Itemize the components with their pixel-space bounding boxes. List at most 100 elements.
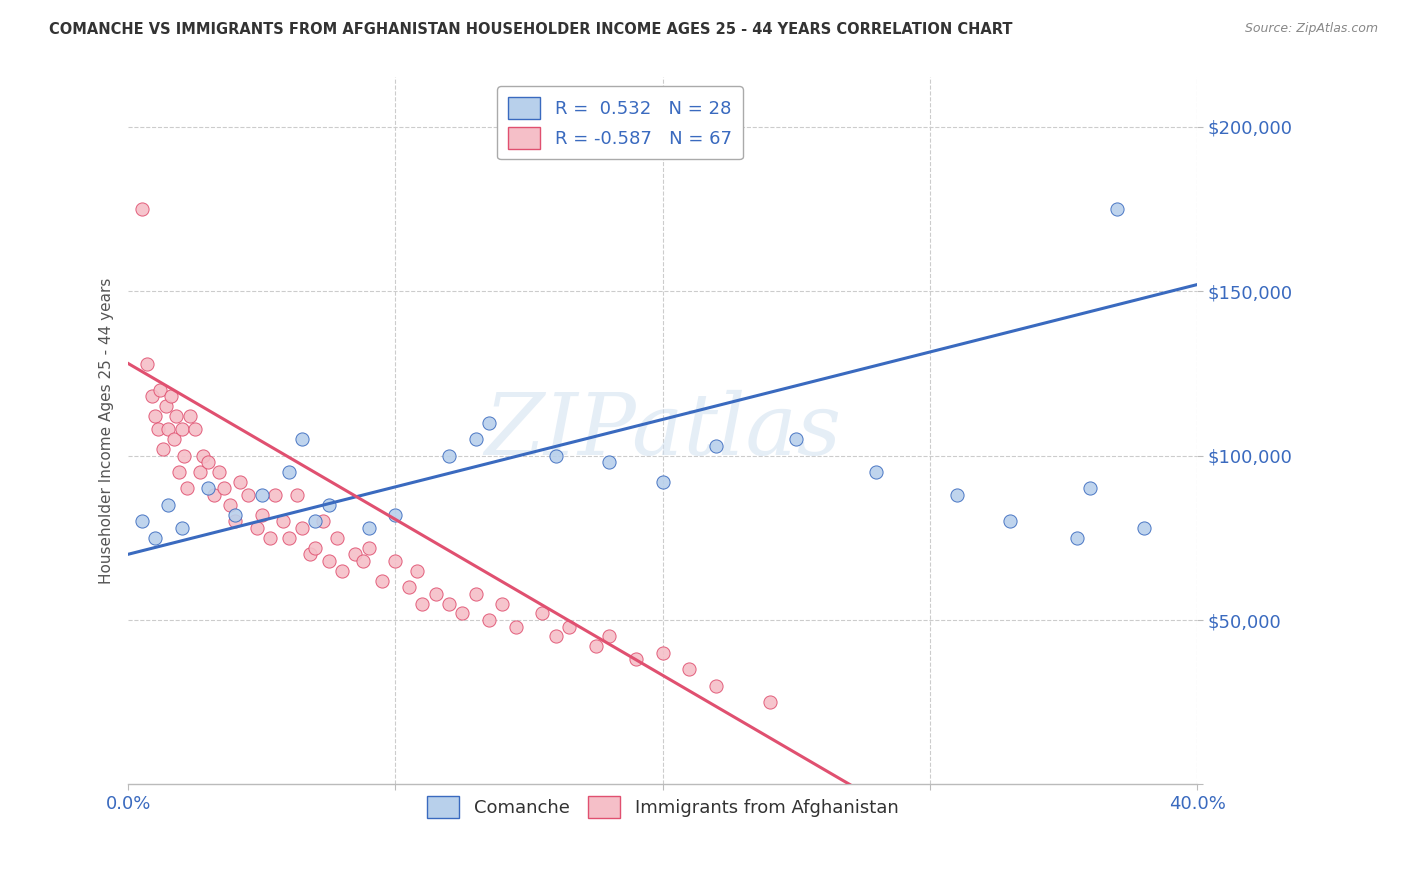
Point: [155, 399, 177, 413]
Point: [277, 465, 299, 479]
Point: [704, 679, 727, 693]
Point: [478, 613, 501, 627]
Point: [384, 554, 406, 568]
Point: [176, 482, 198, 496]
Point: [136, 357, 159, 371]
Point: [478, 416, 501, 430]
Point: [173, 449, 195, 463]
Point: [250, 488, 273, 502]
Point: [312, 514, 335, 528]
Point: [357, 541, 380, 555]
Point: [651, 646, 673, 660]
Point: [531, 607, 554, 621]
Point: [357, 521, 380, 535]
Point: [224, 508, 246, 522]
Point: [238, 488, 260, 502]
Point: [398, 580, 420, 594]
Point: [678, 662, 700, 676]
Point: [149, 383, 172, 397]
Point: [651, 475, 673, 489]
Point: [285, 488, 308, 502]
Point: [152, 442, 174, 456]
Point: [945, 488, 967, 502]
Point: [371, 574, 394, 588]
Point: [277, 531, 299, 545]
Point: [146, 422, 169, 436]
Point: [330, 564, 353, 578]
Point: [184, 422, 207, 436]
Point: [558, 619, 581, 633]
Point: [259, 531, 281, 545]
Point: [304, 541, 326, 555]
Point: [318, 554, 340, 568]
Point: [143, 409, 166, 424]
Point: [437, 597, 460, 611]
Point: [191, 449, 214, 463]
Point: [704, 439, 727, 453]
Point: [464, 587, 486, 601]
Point: [598, 630, 620, 644]
Point: [291, 521, 314, 535]
Point: [160, 389, 183, 403]
Point: [224, 514, 246, 528]
Point: [505, 619, 527, 633]
Point: [998, 514, 1021, 528]
Point: [411, 597, 433, 611]
Point: [157, 498, 180, 512]
Point: [218, 498, 240, 512]
Point: [163, 432, 186, 446]
Point: [264, 488, 287, 502]
Point: [585, 640, 607, 654]
Point: [1078, 482, 1101, 496]
Point: [131, 514, 153, 528]
Point: [598, 455, 620, 469]
Text: COMANCHE VS IMMIGRANTS FROM AFGHANISTAN HOUSEHOLDER INCOME AGES 25 - 44 YEARS CO: COMANCHE VS IMMIGRANTS FROM AFGHANISTAN …: [49, 22, 1012, 37]
Y-axis label: Householder Income Ages 25 - 44 years: Householder Income Ages 25 - 44 years: [100, 277, 114, 584]
Point: [291, 432, 314, 446]
Point: [165, 409, 187, 424]
Point: [143, 531, 166, 545]
Point: [131, 202, 153, 216]
Point: [271, 514, 294, 528]
Point: [344, 547, 367, 561]
Point: [624, 652, 647, 666]
Point: [197, 482, 219, 496]
Point: [451, 607, 474, 621]
Text: ZIPatlas: ZIPatlas: [484, 390, 841, 472]
Text: Source: ZipAtlas.com: Source: ZipAtlas.com: [1244, 22, 1378, 36]
Point: [229, 475, 252, 489]
Legend: Comanche, Immigrants from Afghanistan: Comanche, Immigrants from Afghanistan: [419, 789, 905, 825]
Point: [208, 465, 231, 479]
Point: [318, 498, 340, 512]
Point: [141, 389, 163, 403]
Point: [384, 508, 406, 522]
Point: [167, 465, 190, 479]
Point: [1132, 521, 1154, 535]
Point: [197, 455, 219, 469]
Point: [325, 531, 347, 545]
Point: [1105, 202, 1128, 216]
Point: [170, 422, 193, 436]
Point: [491, 597, 513, 611]
Point: [785, 432, 807, 446]
Point: [245, 521, 267, 535]
Point: [157, 422, 180, 436]
Point: [405, 564, 427, 578]
Point: [170, 521, 193, 535]
Point: [464, 432, 486, 446]
Point: [214, 482, 236, 496]
Point: [179, 409, 201, 424]
Point: [304, 514, 326, 528]
Point: [352, 554, 374, 568]
Point: [190, 465, 212, 479]
Point: [544, 630, 567, 644]
Point: [437, 449, 460, 463]
Point: [1066, 531, 1088, 545]
Point: [202, 488, 225, 502]
Point: [250, 508, 273, 522]
Point: [425, 587, 447, 601]
Point: [544, 449, 567, 463]
Point: [865, 465, 887, 479]
Point: [298, 547, 321, 561]
Point: [758, 695, 780, 709]
